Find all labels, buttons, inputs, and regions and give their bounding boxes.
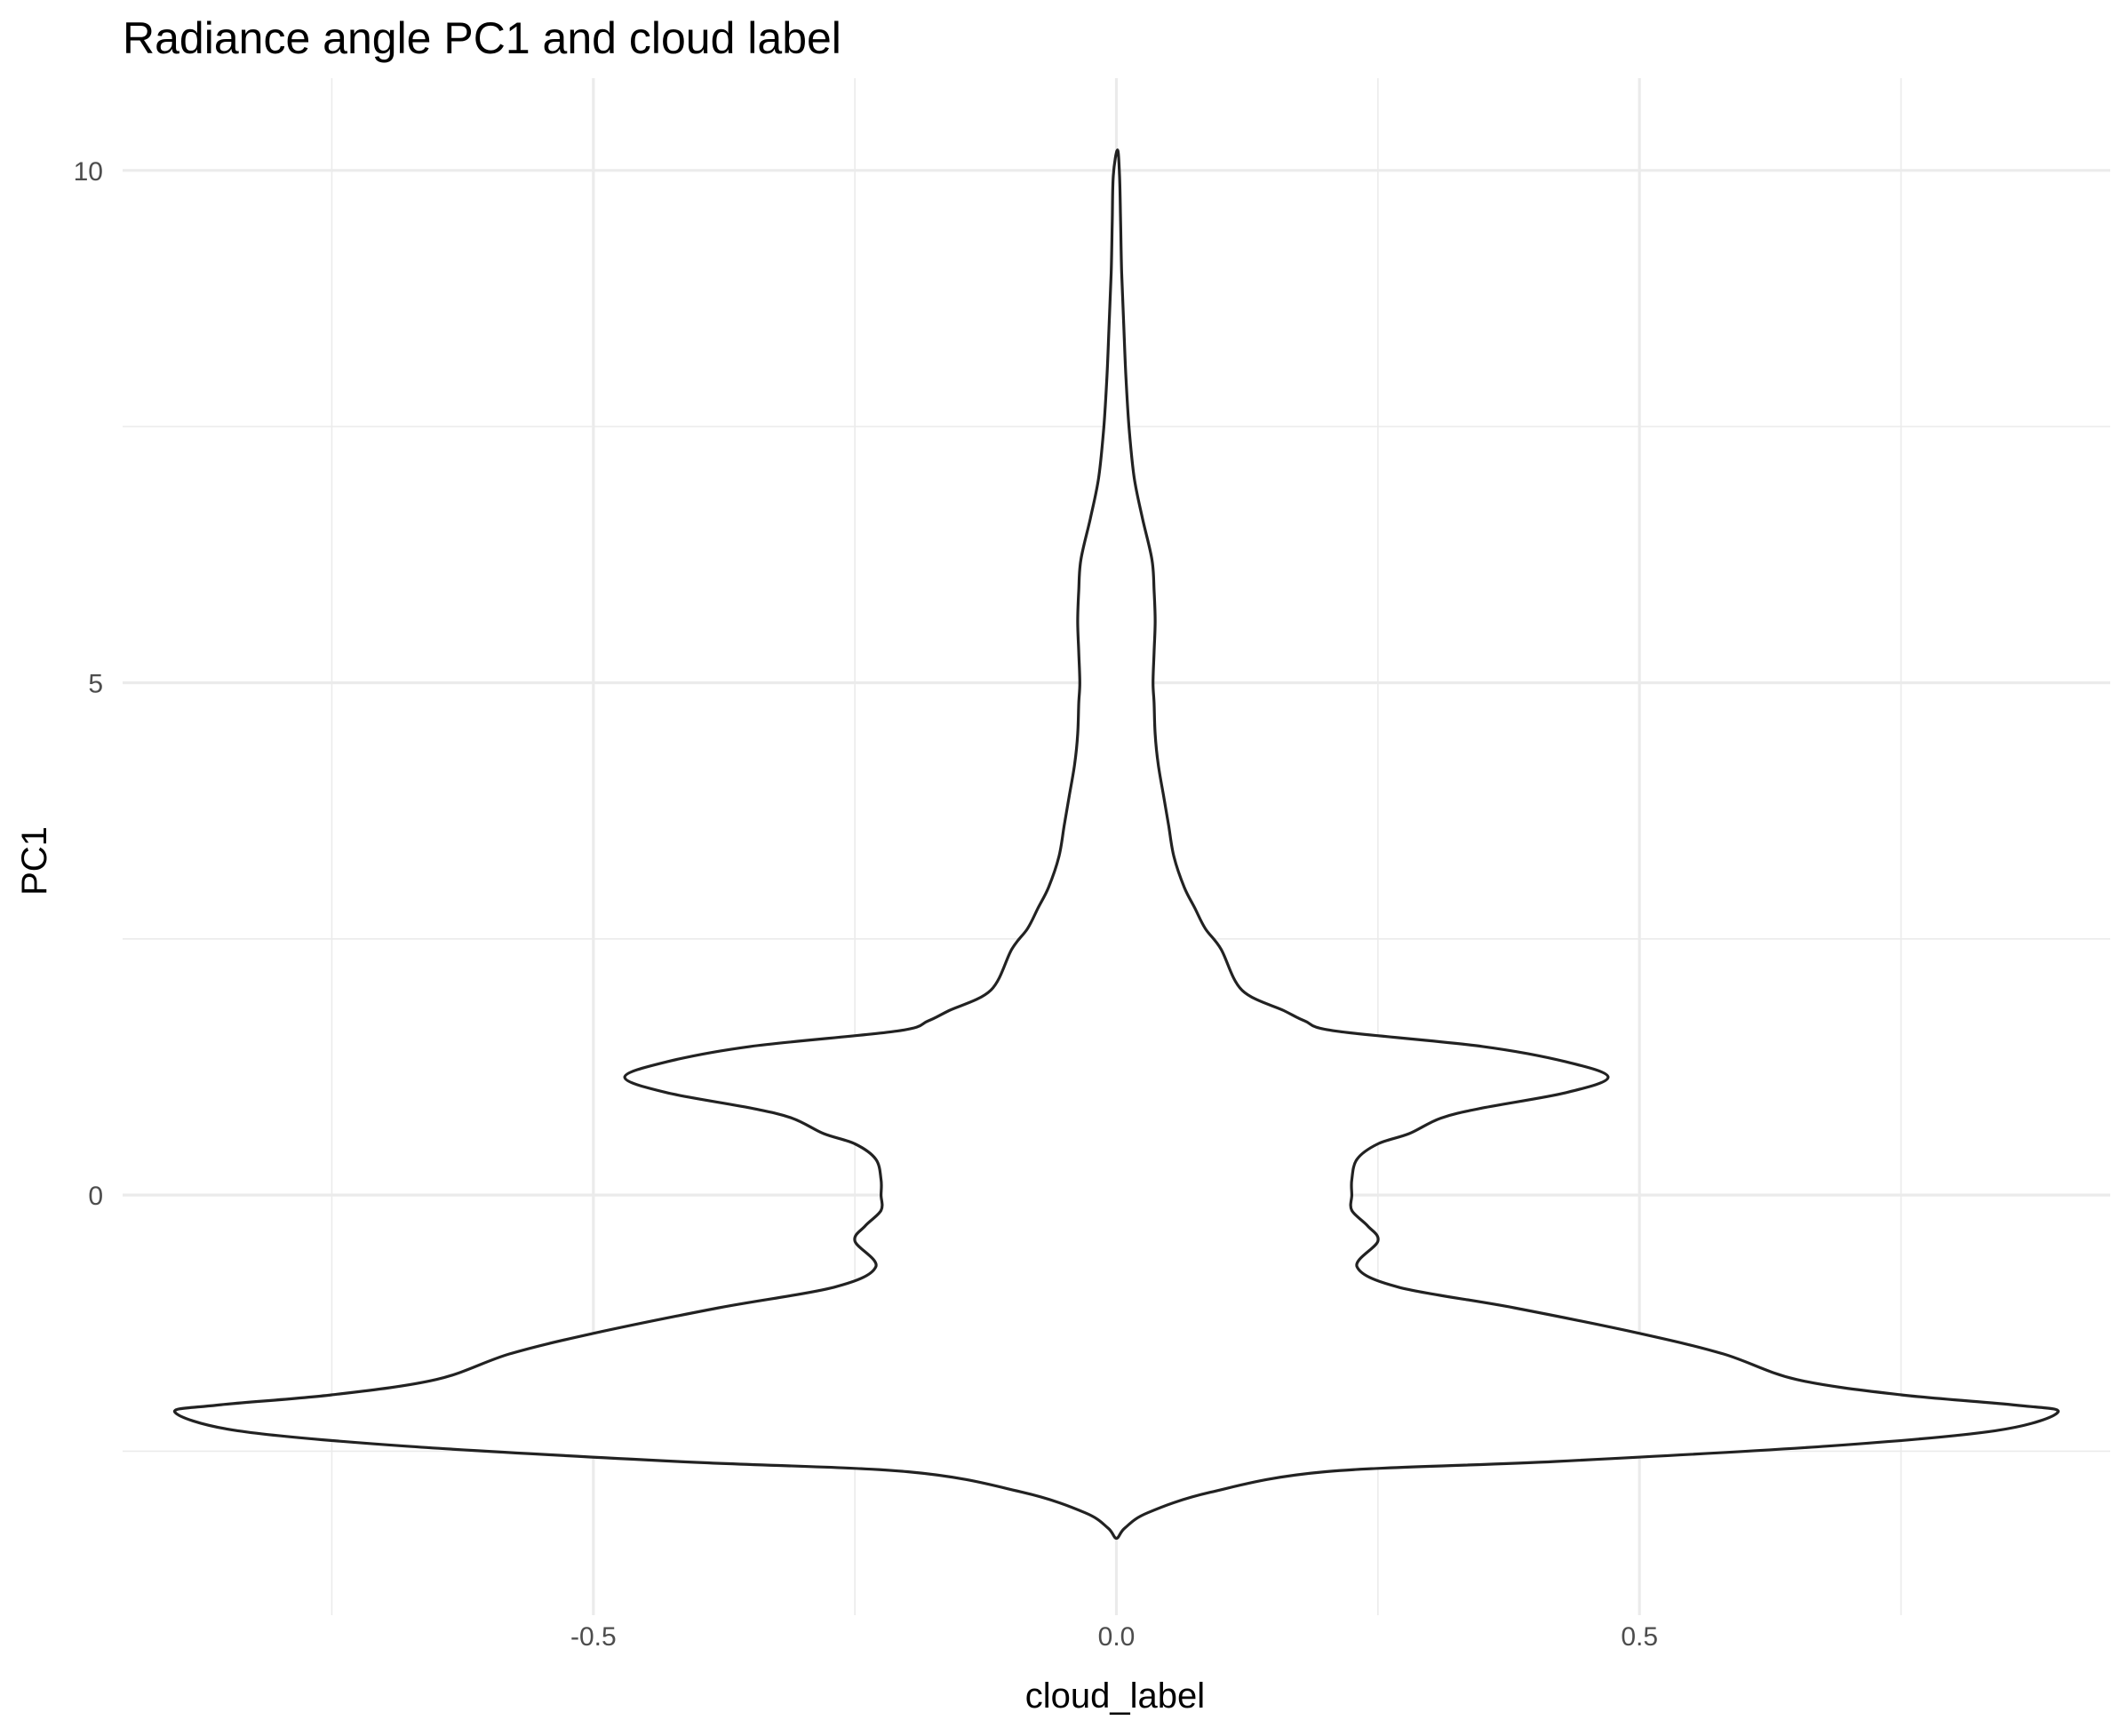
x-tick-label: 0.0 [1098, 1622, 1136, 1652]
tick-labels: -0.5 0.0 0.5 0 5 10 [74, 157, 1658, 1652]
chart-title: Radiance angle PC1 and cloud label [123, 13, 841, 63]
y-tick-label: 5 [88, 669, 103, 698]
y-tick-label: 10 [74, 157, 103, 187]
x-tick-label: -0.5 [570, 1622, 617, 1652]
y-axis-title: PC1 [15, 826, 54, 896]
x-tick-label: 0.5 [1621, 1622, 1658, 1652]
violin-body [172, 148, 2060, 1541]
y-tick-label: 0 [88, 1182, 103, 1211]
x-axis-title: cloud_label [1025, 1676, 1205, 1716]
